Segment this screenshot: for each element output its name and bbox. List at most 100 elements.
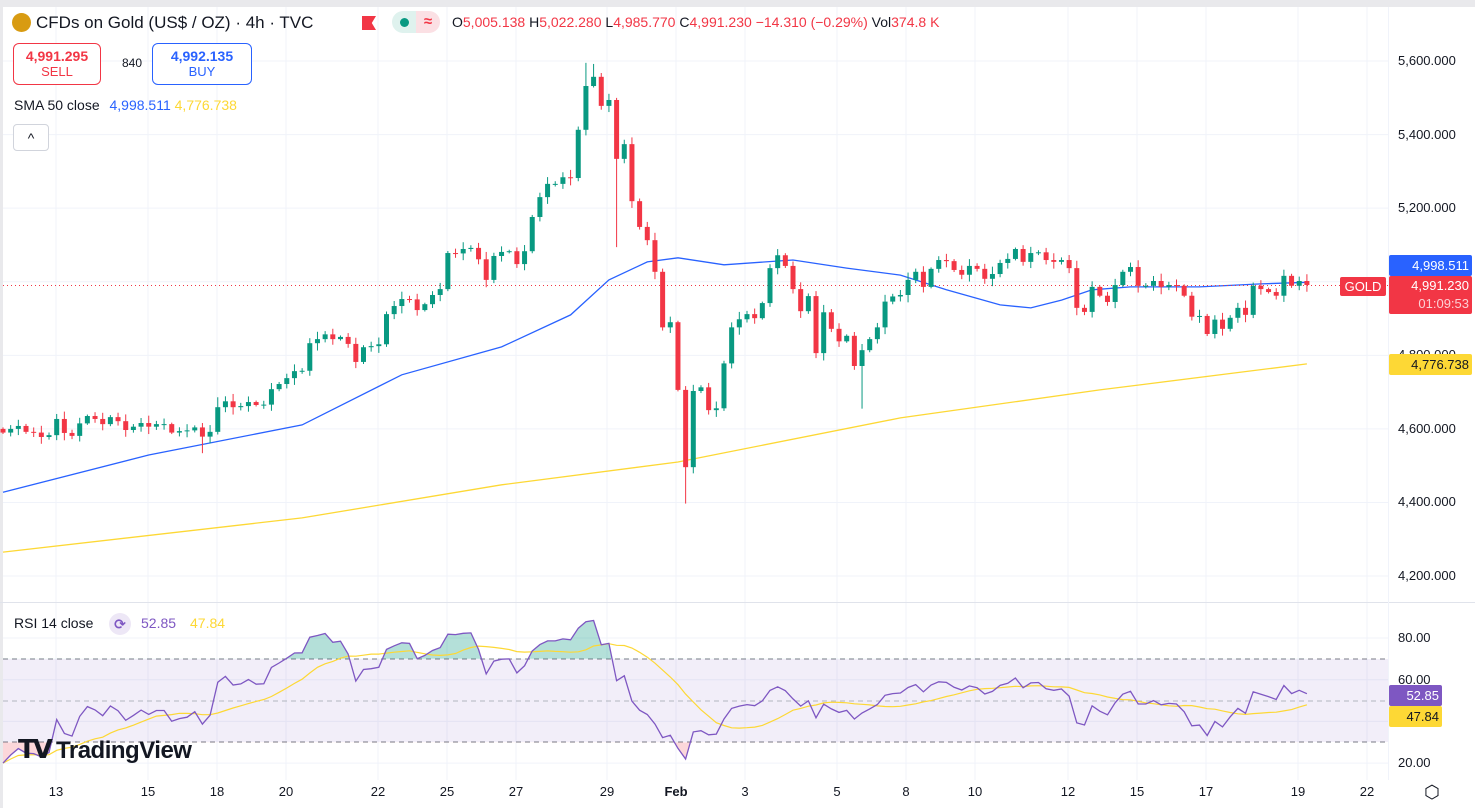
candle-body xyxy=(1081,307,1087,312)
candle xyxy=(54,413,60,441)
candle-body xyxy=(882,301,888,328)
candle-body xyxy=(1089,286,1095,312)
candle xyxy=(767,264,773,307)
sma-price-tag: 4,998.511 xyxy=(1389,255,1472,276)
candle-body xyxy=(744,314,750,320)
refresh-icon[interactable]: ⟳ xyxy=(109,613,131,635)
candle-body xyxy=(1204,315,1210,334)
candle xyxy=(253,400,259,407)
candle xyxy=(199,423,205,454)
top-border xyxy=(0,0,1475,7)
sma2-price-tag: 4,776.738 xyxy=(1389,354,1472,375)
sell-price: 4,991.295 xyxy=(25,48,89,64)
flag-icon[interactable] xyxy=(362,16,376,30)
candle xyxy=(330,328,336,345)
candle xyxy=(1143,283,1149,289)
candle-body xyxy=(966,265,972,275)
sell-button[interactable]: 4,991.295 SELL xyxy=(13,43,101,85)
rsi-label[interactable]: RSI 14 close xyxy=(14,615,94,631)
time-tick-label: 13 xyxy=(48,784,64,799)
candle xyxy=(867,337,873,353)
candle-body xyxy=(337,336,343,340)
candle-body xyxy=(430,294,436,305)
candle-body xyxy=(1266,289,1272,293)
candle xyxy=(729,322,735,369)
hexagon-settings-icon[interactable]: ⬡ xyxy=(1424,782,1440,802)
candle-body xyxy=(1250,285,1256,315)
candle xyxy=(1204,313,1210,337)
candle xyxy=(506,249,512,254)
candle-body xyxy=(307,343,313,371)
candle-body xyxy=(1005,258,1011,263)
buy-button[interactable]: 4,992.135 BUY xyxy=(152,43,252,85)
candle-body xyxy=(752,314,758,319)
candle xyxy=(1051,253,1057,269)
candle-body xyxy=(399,299,405,307)
rsi-value: 52.85 xyxy=(141,615,177,631)
price-tick-label: 5,200.000 xyxy=(1398,200,1456,216)
candle xyxy=(153,420,159,430)
candle xyxy=(1289,273,1295,288)
candle xyxy=(606,93,612,113)
candle-body xyxy=(997,262,1003,275)
candle xyxy=(245,396,251,412)
candle xyxy=(790,261,796,294)
sma-label: SMA 50 close xyxy=(14,97,100,113)
candle-body xyxy=(897,294,903,297)
approx-icon: ≈ xyxy=(416,11,440,33)
sma-value: 4,998.511 xyxy=(109,97,171,113)
candle-body xyxy=(1035,252,1041,254)
candle xyxy=(146,415,152,435)
candle xyxy=(644,221,650,246)
candle-body xyxy=(92,416,98,419)
candle-body xyxy=(46,435,52,437)
candle-body xyxy=(314,339,320,344)
candle-body xyxy=(1181,285,1187,296)
candle xyxy=(84,414,90,425)
candle xyxy=(844,334,850,343)
candle xyxy=(629,137,635,208)
candle-body xyxy=(54,418,60,436)
candle xyxy=(951,259,957,273)
time-tick-label: 3 xyxy=(741,784,749,799)
candle xyxy=(69,429,75,440)
candle-body xyxy=(698,387,704,392)
candle-body xyxy=(951,261,957,270)
candle-body xyxy=(706,387,712,411)
candle xyxy=(1304,274,1310,292)
candle xyxy=(514,247,520,268)
tradingview-logo[interactable]: 𝗧𝗩 TradingView xyxy=(18,734,192,764)
candle-body xyxy=(1020,248,1026,262)
candle xyxy=(721,360,727,411)
candle xyxy=(1158,273,1164,295)
candle xyxy=(675,320,681,392)
candle-body xyxy=(284,378,290,385)
time-tick-label: 15 xyxy=(1129,784,1145,799)
candle xyxy=(1005,253,1011,269)
candle xyxy=(483,251,489,288)
watermark-text: TradingView xyxy=(56,737,192,764)
candle-body xyxy=(1112,285,1118,302)
sma-legend[interactable]: SMA 50 close 4,998.511 4,776.738 xyxy=(14,97,237,113)
market-status-pill[interactable]: ≈ xyxy=(392,11,440,33)
candle xyxy=(222,396,228,413)
candle xyxy=(683,386,689,504)
candle xyxy=(798,282,804,318)
symbol-title[interactable]: CFDs on Gold (US$ / OZ) · 4h · TVC xyxy=(36,13,314,32)
candle xyxy=(1028,246,1034,269)
candle-body xyxy=(690,391,696,468)
candle xyxy=(1266,287,1272,294)
candle xyxy=(360,345,366,365)
candle xyxy=(1043,247,1049,265)
time-tick-label: 18 xyxy=(209,784,225,799)
candle xyxy=(261,400,267,409)
high-label: H xyxy=(529,14,540,30)
candle xyxy=(314,331,320,351)
candle xyxy=(391,301,397,320)
candle-body xyxy=(330,334,336,340)
candle xyxy=(430,291,436,309)
candle xyxy=(345,333,351,348)
collapse-legend-button[interactable]: ^ xyxy=(13,124,49,151)
gold-bars-icon xyxy=(12,13,31,32)
